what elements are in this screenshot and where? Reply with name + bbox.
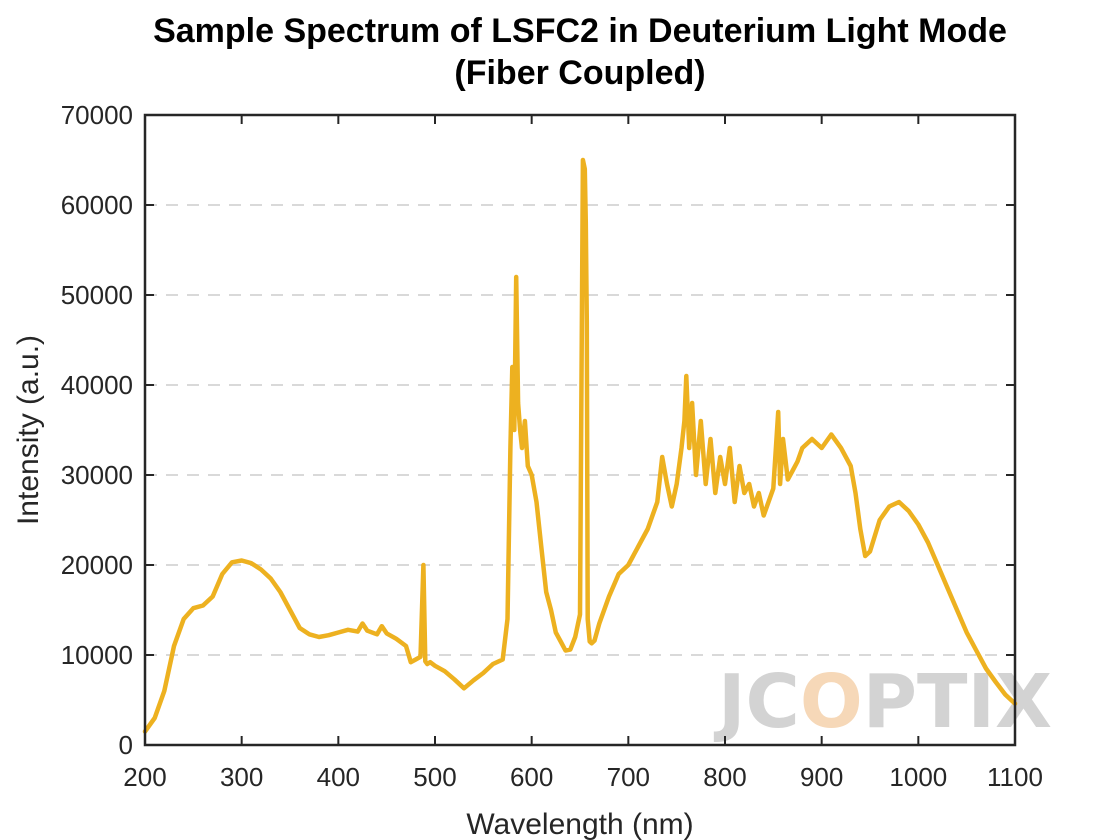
x-tick-label-0: 200 <box>123 762 166 792</box>
x-tick-label-4: 600 <box>510 762 553 792</box>
watermark-part-2: O <box>800 659 863 745</box>
x-tick-label-5: 700 <box>607 762 650 792</box>
plot-frame <box>143 113 1017 747</box>
chart-title-line-1: Sample Spectrum of LSFC2 in Deuterium Li… <box>153 12 1007 50</box>
y-tick-label-6: 60000 <box>61 190 133 220</box>
chart-title: Sample Spectrum of LSFC2 in Deuterium Li… <box>0 10 1120 94</box>
x-tick-label-3: 500 <box>413 762 456 792</box>
x-tick-label-9: 1100 <box>987 762 1043 792</box>
x-tick-label-7: 900 <box>800 762 843 792</box>
x-tick-label-6: 800 <box>703 762 746 792</box>
chart-title-line-2: (Fiber Coupled) <box>454 54 706 92</box>
x-tick-label-8: 1000 <box>889 762 947 792</box>
y-tick-label-0: 0 <box>119 730 133 760</box>
data-series-group <box>142 157 1018 734</box>
y-tick-label-7: 70000 <box>61 100 133 130</box>
watermark-part-3: PTIX <box>863 659 1052 745</box>
series-line-0 <box>142 157 1018 734</box>
y-axis-label: Intensity (a.u.) <box>12 335 45 525</box>
watermark-text: JCOPTIX <box>713 659 1052 745</box>
y-axis-ticks: 0 10000 20000 30000 40000 50000 60000 70000 <box>61 100 1015 760</box>
y-tick-label-1: 10000 <box>61 640 133 670</box>
watermark-part-1: JC <box>713 659 800 745</box>
y-tick-label-3: 30000 <box>61 460 133 490</box>
y-tick-label-4: 40000 <box>61 370 133 400</box>
watermark-logo: JCOPTIX <box>713 659 1052 745</box>
y-tick-label-5: 50000 <box>61 280 133 310</box>
x-tick-label-2: 400 <box>317 762 360 792</box>
y-tick-label-2: 20000 <box>61 550 133 580</box>
grid-lines <box>145 204 1015 656</box>
x-tick-label-1: 300 <box>220 762 263 792</box>
x-axis-ticks: 200 300 400 500 600 700 800 900 1000 1100 <box>123 115 1043 792</box>
x-axis-label: Wavelength (nm) <box>466 808 693 840</box>
